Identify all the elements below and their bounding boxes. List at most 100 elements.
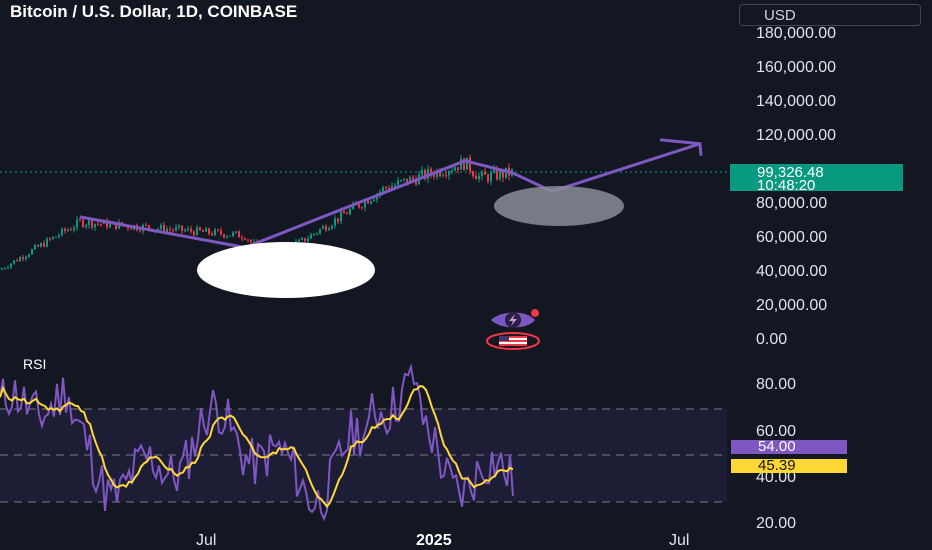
candle-body: [88, 220, 90, 226]
candle-body: [367, 200, 369, 204]
candle-body: [139, 230, 141, 232]
candle-body: [175, 227, 177, 231]
candle-body: [499, 170, 501, 180]
candle-body: [373, 199, 375, 202]
candle-body: [337, 218, 339, 222]
rsi-line: [0, 362, 514, 522]
candle-body: [223, 234, 225, 238]
time-axis-label: 2025: [416, 532, 452, 549]
symbol-title[interactable]: Bitcoin / U.S. Dollar, 1D, COINBASE: [10, 2, 298, 21]
candle-body: [202, 230, 204, 232]
candle-body: [220, 230, 222, 235]
candle-body: [472, 171, 474, 176]
candle-body: [442, 175, 444, 177]
candle-body: [397, 180, 399, 185]
candle-body: [106, 220, 108, 228]
candle-body: [361, 207, 363, 209]
candle-body: [19, 257, 21, 262]
candle-body: [460, 158, 462, 170]
rsi-axis-label: 80.00: [756, 376, 797, 393]
rsi-axis-label: 20.00: [756, 515, 797, 532]
candle-body: [241, 237, 243, 239]
candle-body: [160, 224, 162, 229]
candle-body: [43, 243, 45, 247]
candle-body: [466, 157, 468, 170]
time-axis-label: Jul: [196, 532, 217, 549]
candle-body: [109, 222, 111, 228]
candle-body: [394, 184, 396, 187]
candle-body: [25, 256, 27, 259]
candle-body: [163, 224, 165, 233]
candle-body: [253, 241, 255, 243]
candle-body: [199, 227, 201, 231]
candle-body: [307, 238, 309, 242]
candle-body: [229, 235, 231, 237]
last-price-value: 99,326.48: [757, 164, 824, 181]
candle-body: [178, 225, 180, 228]
candle-body: [346, 213, 348, 215]
candle-body: [421, 170, 423, 175]
candle-body: [454, 167, 456, 171]
candle-body: [7, 267, 9, 269]
candle-body: [406, 178, 408, 184]
candle-body: [250, 239, 252, 242]
candle-body: [49, 238, 51, 240]
candle-body: [205, 228, 207, 232]
candle-body: [313, 233, 315, 235]
candle-body: [184, 230, 186, 232]
candle-body: [484, 171, 486, 175]
candle-body: [424, 170, 426, 179]
candle-body: [73, 227, 75, 230]
rsi-value-badge: 54.00: [731, 439, 847, 454]
candle-body: [463, 158, 465, 170]
price-axis-label: 60,000.00: [756, 229, 828, 246]
currency-selector[interactable]: USD: [739, 4, 921, 26]
last-price-badge: 99,326.48 10:48:20: [730, 164, 903, 193]
candle-body: [145, 224, 147, 226]
candle-body: [469, 157, 471, 172]
candle-body: [217, 229, 219, 231]
candle-body: [343, 211, 345, 214]
us-flag-icon[interactable]: [486, 332, 540, 350]
candle-body: [235, 231, 237, 233]
candle-body: [13, 260, 15, 264]
candle-body: [181, 225, 183, 231]
candle-body: [412, 177, 414, 180]
candle-body: [331, 225, 333, 229]
candle-body: [169, 228, 171, 230]
candle-body: [148, 225, 150, 229]
candle-body: [55, 236, 57, 238]
candle-body: [316, 233, 318, 235]
candle-body: [415, 179, 417, 185]
candle-body: [439, 170, 441, 177]
candle-body: [187, 228, 189, 231]
candle-body: [400, 180, 402, 182]
candle-body: [247, 239, 249, 241]
candle-body: [238, 231, 240, 238]
candle-body: [370, 201, 372, 204]
candle-body: [487, 174, 489, 182]
candle-body: [496, 169, 498, 180]
candle-body: [85, 225, 87, 227]
candle-body: [319, 228, 321, 234]
rsi-title[interactable]: RSI: [23, 356, 47, 372]
candle-body: [358, 204, 360, 208]
rsi-axis-label: 60.00: [756, 423, 797, 440]
candle-body: [481, 171, 483, 176]
candle-body: [385, 187, 387, 189]
candle-body: [4, 268, 6, 270]
candle-body: [325, 226, 327, 231]
candle-body: [340, 211, 342, 222]
candle-body: [208, 228, 210, 234]
candle-body: [301, 238, 303, 240]
candle-body: [196, 227, 198, 236]
candle-body: [310, 234, 312, 239]
candle-body: [478, 175, 480, 180]
candle-body: [448, 171, 450, 176]
candle-body: [40, 243, 42, 247]
price-axis-label: 120,000.00: [756, 127, 837, 144]
candle-body: [403, 178, 405, 181]
lightning-icon[interactable]: [491, 309, 539, 328]
support-zone-ellipse: [197, 242, 375, 298]
